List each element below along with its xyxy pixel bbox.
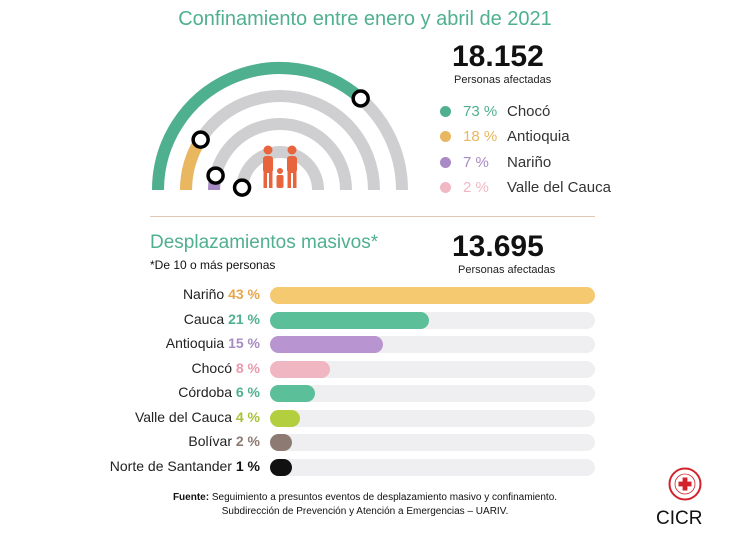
legend-swatch xyxy=(440,131,451,142)
displacement-subtitle: *De 10 o más personas xyxy=(150,258,276,272)
arc-marker xyxy=(206,166,225,185)
bar-label: Norte de Santander 1 % xyxy=(110,458,260,474)
source-prefix: Fuente: xyxy=(172,492,210,503)
confinement-title: Confinamiento entre enero y abril de 202… xyxy=(178,8,552,30)
bar-value-label: 21 % xyxy=(228,310,260,327)
bar-track xyxy=(270,336,595,353)
bar-category: Cauca xyxy=(183,310,229,327)
legend-item: 18 % Antioquia xyxy=(440,126,570,148)
legend-name: Nariño xyxy=(507,153,552,171)
legend-percent: 73 % xyxy=(463,102,498,120)
bar-value-label: 8 % xyxy=(235,359,260,376)
bar-label: Cauca 21 % xyxy=(184,311,260,327)
bar-category: Bolívar xyxy=(188,433,236,449)
source-line2: Subdirección de Prevención y Atención a … xyxy=(221,506,509,517)
confinement-total: 18.152 xyxy=(452,40,544,73)
bar-fill xyxy=(270,458,292,476)
bar-label: Valle del Cauca 4 % xyxy=(135,409,260,425)
legend-swatch xyxy=(440,182,451,193)
source-line1: Seguimiento a presuntos eventos de despl… xyxy=(209,492,558,503)
legend-name: Antioquia xyxy=(507,128,570,145)
bar-fill xyxy=(270,336,384,353)
bar-track xyxy=(270,311,595,329)
legend-swatch xyxy=(440,105,451,117)
legend-item: 7 % Nariño xyxy=(440,151,551,173)
displacement-title: Desplazamientos masivos* xyxy=(150,232,379,253)
bar-value-label: 43 % xyxy=(228,286,260,302)
bar-category: Nariño xyxy=(182,286,229,302)
cicr-logo-text: CICR xyxy=(656,508,703,529)
bar-category: Chocó xyxy=(191,359,236,376)
arc-marker xyxy=(351,89,370,108)
arc-segment-0 xyxy=(152,62,365,191)
legend-percent: 2 % xyxy=(463,179,489,196)
bar-value-label: 15 % xyxy=(228,335,260,351)
bar-track xyxy=(270,434,595,451)
source-note: Fuente: Seguimiento a presuntos eventos … xyxy=(0,491,730,519)
red-cross-emblem-icon xyxy=(668,467,702,501)
bar-label: Antioquia 15 % xyxy=(166,335,260,351)
confinement-total-label: Personas afectadas xyxy=(454,74,552,86)
displacement-total-label: Personas afectadas xyxy=(458,264,556,276)
bar-fill xyxy=(270,360,331,378)
bar-fill xyxy=(270,409,301,427)
section-divider xyxy=(150,216,595,217)
bar-label: Nariño 43 % xyxy=(183,286,260,302)
bar-value-label: 1 % xyxy=(235,457,260,474)
arc-marker xyxy=(191,130,210,149)
legend-name: Valle del Cauca xyxy=(507,179,611,196)
bar-category: Antioquia xyxy=(165,335,229,351)
bar-track xyxy=(270,409,595,427)
bar-track xyxy=(270,287,595,304)
bar-fill xyxy=(270,385,316,402)
legend-name: Chocó xyxy=(507,102,551,120)
bar-fill xyxy=(270,311,429,329)
legend-item: 73 % Chocó xyxy=(440,100,550,122)
bar-track xyxy=(270,458,595,476)
bar-track xyxy=(270,360,595,378)
bar-label: Córdoba 6 % xyxy=(178,384,260,400)
bar-category: Norte de Santander xyxy=(109,457,236,474)
bar-fill xyxy=(270,287,595,304)
bar-category: Valle del Cauca xyxy=(134,408,236,425)
arc-track xyxy=(208,118,352,191)
family-icon xyxy=(263,145,297,188)
legend-item: 2 % Valle del Cauca xyxy=(440,177,611,199)
bar-value-label: 2 % xyxy=(235,433,260,449)
bar-label: Chocó 8 % xyxy=(192,360,260,376)
bar-track xyxy=(270,385,595,402)
legend-percent: 18 % xyxy=(463,128,498,145)
confinement-arc-chart xyxy=(152,62,408,197)
legend-swatch xyxy=(440,156,451,168)
legend-percent: 7 % xyxy=(463,153,489,171)
bar-category: Córdoba xyxy=(178,384,236,400)
arc-track xyxy=(236,146,324,191)
bar-label: Bolívar 2 % xyxy=(188,433,260,449)
bar-value-label: 6 % xyxy=(235,384,260,400)
arc-marker xyxy=(232,178,252,197)
bar-value-label: 4 % xyxy=(235,408,260,425)
displacement-total: 13.695 xyxy=(452,230,544,263)
bar-fill xyxy=(270,434,292,451)
